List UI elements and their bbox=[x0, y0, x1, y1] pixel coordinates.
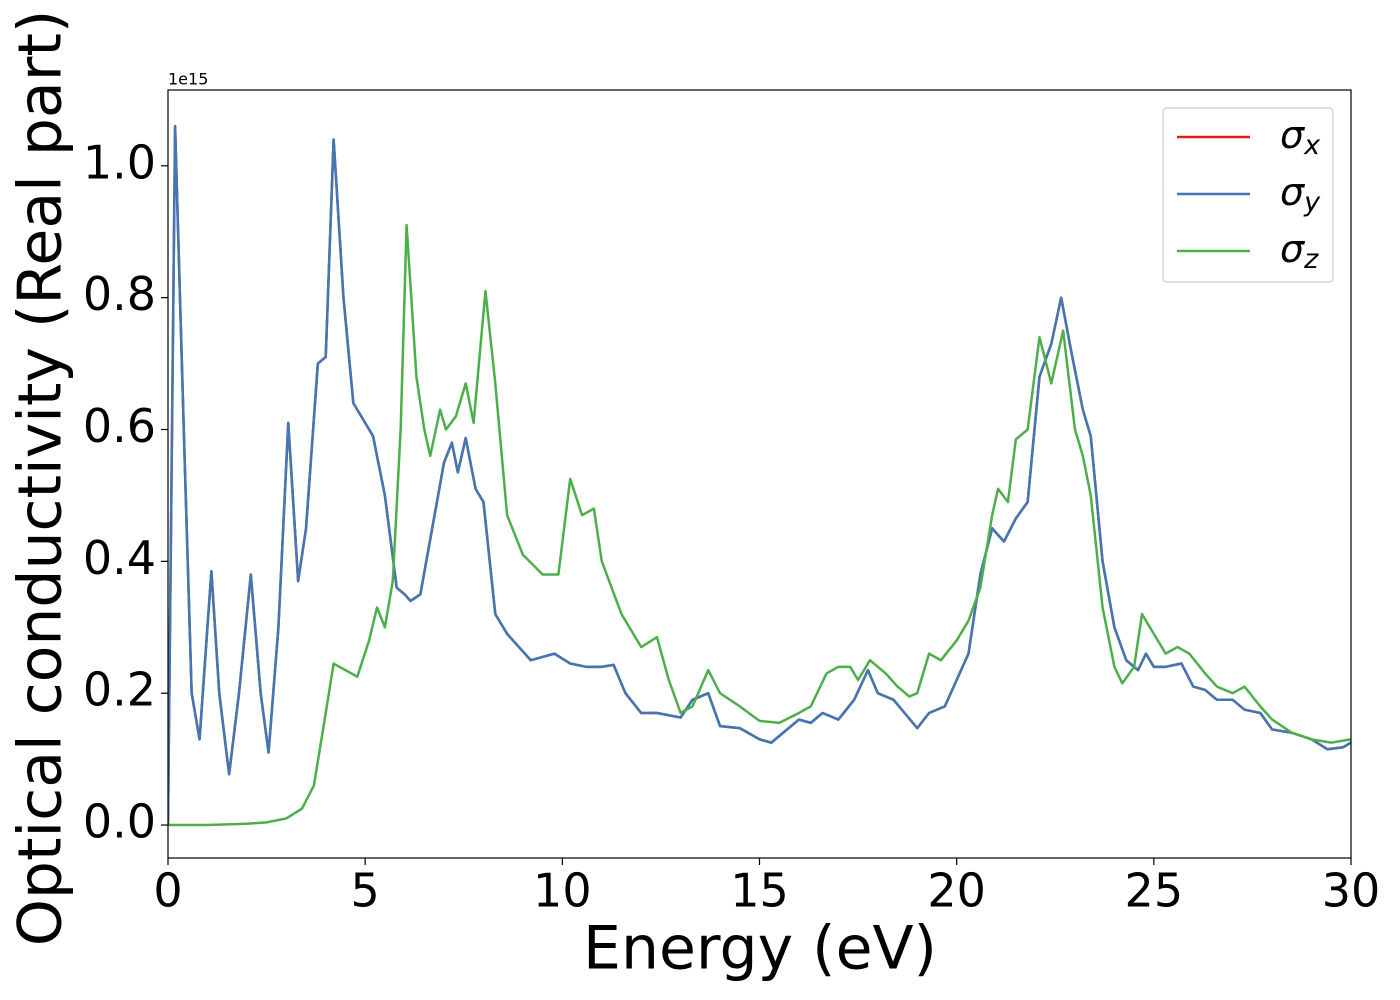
legend-label: σx bbox=[1280, 113, 1321, 161]
x-tick-label: 25 bbox=[1125, 864, 1184, 918]
y-tick-label: 0.4 bbox=[83, 531, 156, 585]
y-tick-label: 0.0 bbox=[83, 795, 156, 849]
y-tick-label: 0.8 bbox=[83, 267, 156, 321]
x-tick-label: 30 bbox=[1322, 864, 1381, 918]
x-tick-label: 20 bbox=[927, 864, 986, 918]
series-line bbox=[168, 223, 1351, 827]
series-line bbox=[168, 125, 1351, 826]
x-tick-label: 10 bbox=[533, 864, 592, 918]
x-axis-label: Energy (eV) bbox=[583, 914, 937, 984]
y-tick-label: 1.0 bbox=[83, 135, 156, 189]
legend-label: σy bbox=[1280, 170, 1321, 218]
plot-frame bbox=[167, 89, 1352, 859]
y-tick-label: 0.2 bbox=[83, 663, 156, 717]
x-tick-label: 15 bbox=[730, 864, 789, 918]
y-axis-label: Optical conductivity (Real part) bbox=[6, 10, 76, 947]
x-tick-label: 5 bbox=[351, 864, 380, 918]
legend-label: σz bbox=[1280, 227, 1319, 275]
offset-label: 1e15 bbox=[168, 70, 208, 89]
x-tick-label: 0 bbox=[153, 864, 182, 918]
y-tick-label: 0.6 bbox=[83, 399, 156, 453]
